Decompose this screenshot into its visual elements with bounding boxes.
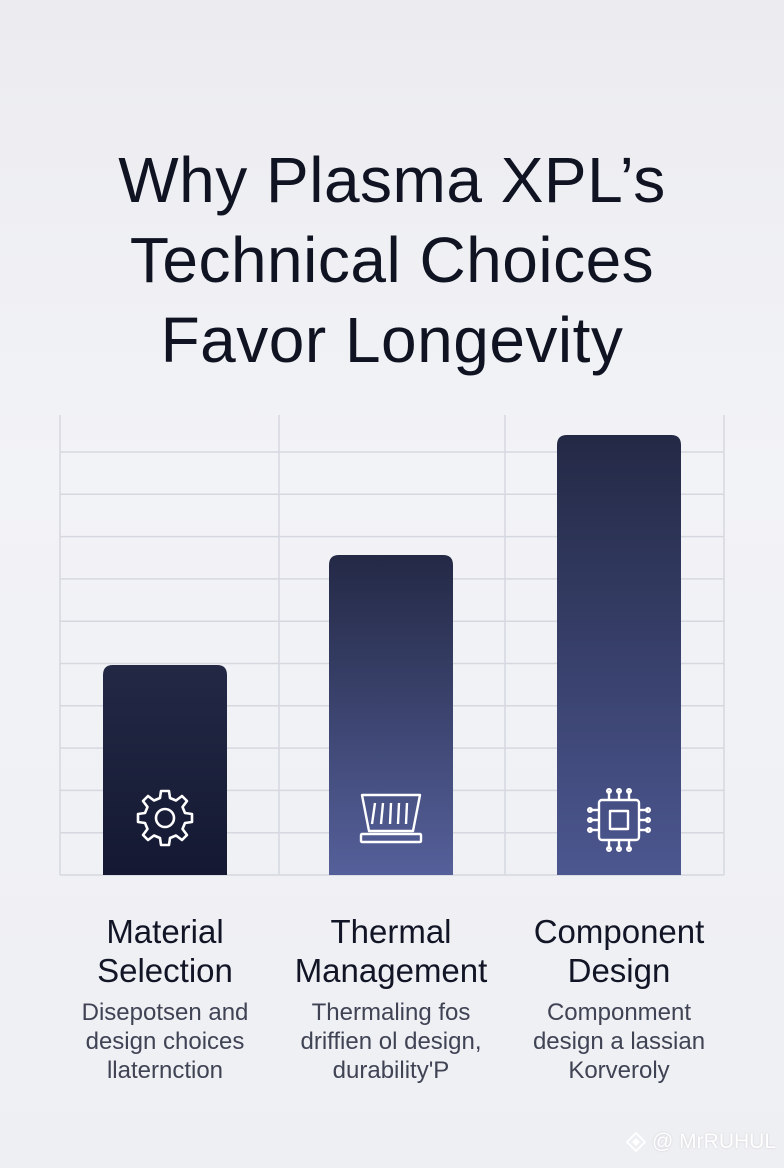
description-line: Thermaling fos xyxy=(311,999,471,1026)
category-component-design: Component Design Componment design a las… xyxy=(499,912,739,1085)
category-label: Component Design xyxy=(499,912,739,990)
category-label-line: Component xyxy=(533,913,705,950)
description-line: durability'P xyxy=(332,1057,450,1084)
title-line: Favor Longevity xyxy=(160,304,624,376)
diamond-logo-icon xyxy=(626,1132,647,1152)
category-description: Thermaling fos driffien ol design, durab… xyxy=(271,998,511,1085)
gear-icon xyxy=(136,789,194,847)
category-label-line: Design xyxy=(567,952,671,989)
description-line: Disepotsen and xyxy=(81,999,249,1026)
category-description: Disepotsen and design choices llaterncti… xyxy=(45,998,285,1085)
description-line: design a lassian xyxy=(532,1028,706,1055)
heatsink-icon xyxy=(359,793,423,844)
category-material-selection: Material Selection Disepotsen and design… xyxy=(45,912,285,1085)
chart-title: Why Plasma XPL’s Technical Choices Favor… xyxy=(0,140,784,380)
chip-icon xyxy=(587,788,652,853)
description-line: Componment xyxy=(546,999,692,1026)
watermark: @ MrRUHUL xyxy=(626,1130,776,1154)
bar-component-design xyxy=(557,435,681,875)
title-line: Why Plasma XPL’s xyxy=(118,144,666,216)
category-label-line: Material xyxy=(106,913,224,950)
category-label: Thermal Management xyxy=(271,912,511,990)
description-line: llaternction xyxy=(106,1057,224,1084)
title-line: Technical Choices xyxy=(129,224,655,296)
bar-icons xyxy=(136,788,652,853)
description-line: Korveroly xyxy=(568,1057,670,1084)
bar-material-selection xyxy=(103,665,227,875)
category-thermal-management: Thermal Management Thermaling fos driffi… xyxy=(271,912,511,1085)
category-label-line: Thermal xyxy=(330,913,452,950)
bars xyxy=(103,435,681,875)
category-label-line: Management xyxy=(294,952,488,989)
description-line: design choices xyxy=(85,1028,245,1055)
category-label-line: Selection xyxy=(97,952,233,989)
category-label: Material Selection xyxy=(45,912,285,990)
description-line: driffien ol design, xyxy=(300,1028,482,1055)
category-description: Componment design a lassian Korveroly xyxy=(499,998,739,1085)
bar-thermal-management xyxy=(329,555,453,875)
watermark-text: @ MrRUHUL xyxy=(652,1130,776,1153)
